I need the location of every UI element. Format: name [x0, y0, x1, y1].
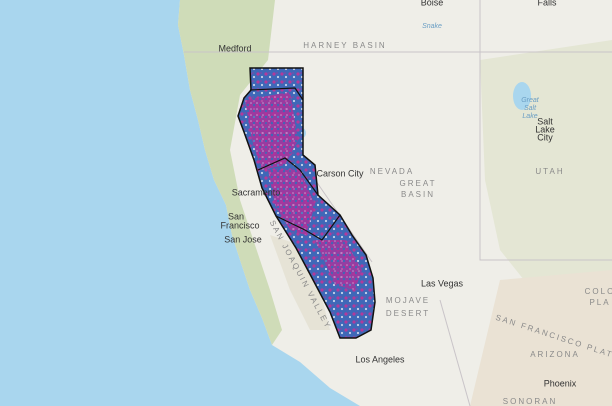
place-label: ARIZONA [530, 350, 580, 359]
place-label: San Jose [224, 234, 262, 244]
place-label: BASIN [401, 190, 435, 199]
place-label: Great [521, 97, 540, 104]
place-label: Francisco [220, 220, 259, 230]
place-label: NEVADA [370, 167, 414, 176]
place-label: Falls [537, 0, 557, 7]
great-salt-lake [513, 82, 531, 110]
place-label: Medford [218, 43, 251, 53]
place-label: Salt [524, 105, 537, 112]
plateau-tint [470, 270, 612, 406]
valley-tint [270, 235, 330, 330]
place-label: PLA [589, 298, 610, 307]
density-patch [268, 170, 315, 235]
place-label: San [228, 211, 244, 221]
terrain-tint [480, 40, 612, 300]
place-label: COLO [585, 287, 612, 296]
forest-tint [178, 0, 282, 345]
place-label: Los Angeles [355, 354, 405, 364]
place-label: Sacramento [232, 187, 281, 197]
density-patch [245, 92, 298, 170]
place-label: GREAT [400, 179, 437, 188]
place-label: Lake [522, 113, 537, 120]
place-label: Salt [537, 116, 553, 126]
place-label: Carson City [316, 168, 364, 178]
place-label: DESERT [386, 309, 430, 318]
place-label: Lake [535, 124, 555, 134]
magenta-density [245, 92, 362, 290]
place-label: MOJAVE [386, 296, 430, 305]
place-label: Boise [421, 0, 444, 7]
place-label: Las Vegas [421, 278, 464, 288]
place-label: SONORAN [503, 397, 557, 406]
place-label: Phoenix [544, 378, 577, 388]
density-patch [315, 240, 362, 290]
sub-region-lines [249, 87, 341, 241]
place-label: HARNEY BASIN [303, 41, 386, 50]
place-label: UTAH [535, 167, 564, 176]
place-label: City [537, 132, 553, 142]
place-label: Snake [422, 23, 442, 30]
